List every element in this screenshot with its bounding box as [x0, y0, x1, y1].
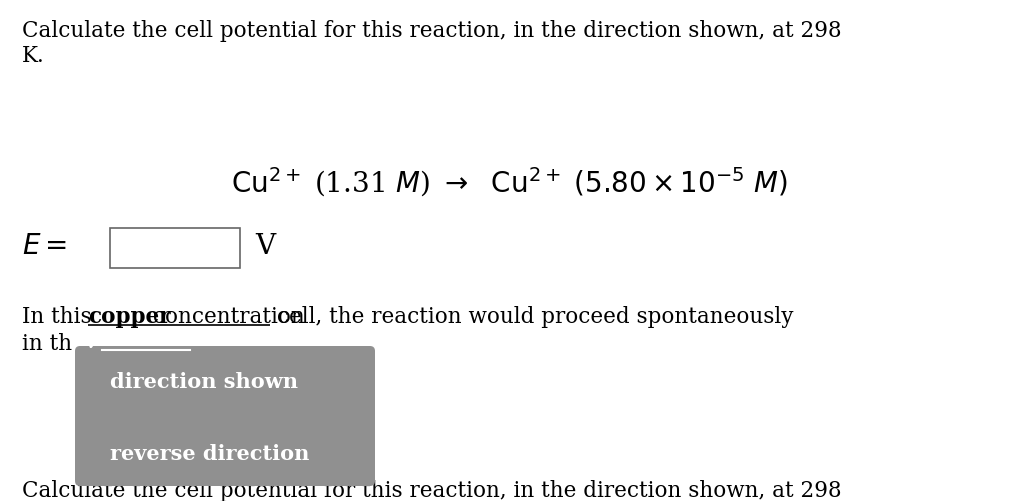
- Text: $E =$: $E =$: [22, 233, 67, 260]
- Text: reverse direction: reverse direction: [110, 443, 309, 463]
- FancyBboxPatch shape: [75, 346, 375, 486]
- Text: direction shown: direction shown: [110, 371, 298, 391]
- Text: ✓: ✓: [85, 334, 101, 353]
- Text: $\mathrm{Cu}^{2+}$ (1.31 $\mathit{M}$) $\rightarrow$  $\mathrm{Cu}^{2+}$ $\left(: $\mathrm{Cu}^{2+}$ (1.31 $\mathit{M}$) $…: [231, 165, 788, 198]
- Text: in th: in th: [22, 332, 72, 354]
- Text: Calculate the cell potential for this reaction, in the direction shown, at 298
K: Calculate the cell potential for this re…: [22, 479, 841, 501]
- Text: Calculate the cell potential for this reaction, in the direction shown, at 298
K: Calculate the cell potential for this re…: [22, 20, 841, 67]
- Text: copper: copper: [88, 306, 170, 327]
- Text: V: V: [255, 233, 275, 260]
- FancyBboxPatch shape: [110, 228, 239, 269]
- Text: concentration: concentration: [146, 306, 305, 327]
- Text: cell, the reaction would proceed spontaneously: cell, the reaction would proceed spontan…: [270, 306, 793, 327]
- Text: In this: In this: [22, 306, 99, 327]
